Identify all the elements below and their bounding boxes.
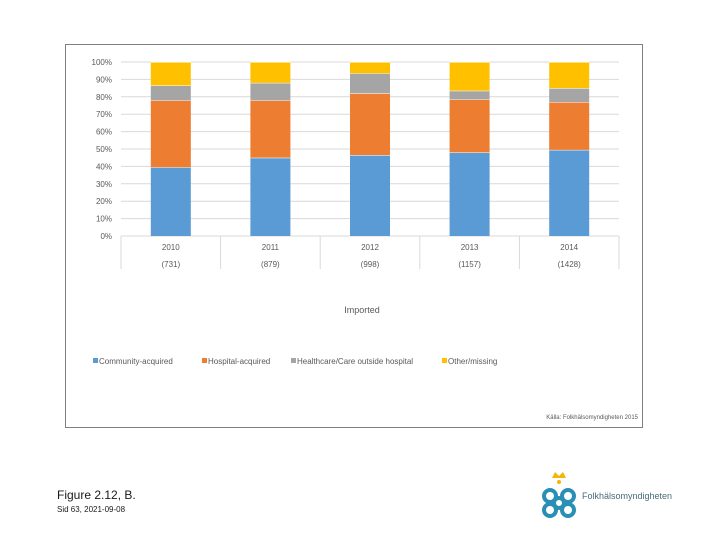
- y-tick-label: 40%: [96, 162, 112, 171]
- x-tick-label: 2010: [162, 243, 180, 252]
- legend-swatch: [202, 358, 207, 363]
- bar-segment: [549, 149, 590, 236]
- crown-icon: [552, 472, 566, 478]
- slide-date: Sid 63, 2021-09-08: [57, 505, 126, 514]
- bar-segment: [449, 152, 490, 236]
- y-tick-label: 70%: [96, 110, 112, 119]
- figure-caption: Figure 2.12, B.: [57, 488, 136, 502]
- bar-segment: [350, 73, 390, 94]
- bar-segment: [150, 85, 191, 101]
- y-tick-label: 10%: [96, 215, 112, 224]
- legend-label: Healthcare/Care outside hospital: [297, 357, 413, 366]
- logo-emblem-icon: [542, 472, 576, 518]
- y-tick-label: 60%: [96, 128, 112, 137]
- y-tick-label: 0%: [100, 232, 112, 241]
- y-tick-label: 100%: [92, 58, 112, 67]
- category-count-label: (998): [361, 260, 380, 269]
- bar-segment: [350, 155, 390, 236]
- legend-label: Hospital-acquired: [208, 357, 270, 366]
- category-count-label: (731): [161, 260, 180, 269]
- bar-segment: [449, 99, 490, 153]
- stacked-bar-chart: 0% 10% 20% 30% 40% 50% 60% 70% 80% 90% 100% 2010 (73…: [92, 58, 620, 366]
- x-tick-label: 2013: [461, 243, 479, 252]
- bar-segment: [250, 157, 291, 236]
- y-tick-label: 50%: [96, 145, 112, 154]
- x-axis-title: Imported: [344, 305, 380, 315]
- logo-wordmark: Folkhälsomyndigheten: [582, 491, 673, 501]
- bar-segment: [150, 62, 191, 86]
- bar-segment: [449, 62, 490, 91]
- chart-frame: 0% 10% 20% 30% 40% 50% 60% 70% 80% 90% 100% 2010 (73…: [65, 44, 643, 428]
- y-tick-label: 30%: [96, 180, 112, 189]
- bar-segment: [150, 100, 191, 168]
- bar-segment: [350, 93, 390, 156]
- bar-segment: [449, 90, 490, 100]
- y-tick-label: 80%: [96, 93, 112, 102]
- bar-segment: [549, 88, 590, 103]
- y-tick-label: 90%: [96, 75, 112, 84]
- legend-swatch: [442, 358, 447, 363]
- bar-segment: [250, 100, 291, 158]
- x-tick-label: 2012: [361, 243, 379, 252]
- category-count-label: (1428): [558, 260, 581, 269]
- source-credit: Källa: Folkhälsomyndigheten 2015: [546, 415, 638, 421]
- category-count-label: (1157): [458, 260, 481, 269]
- legend-swatch: [93, 358, 98, 363]
- bar-segment: [150, 167, 191, 236]
- folkhalsomyndigheten-logo: Folkhälsomyndigheten: [536, 470, 676, 520]
- bar-segment: [549, 62, 590, 89]
- x-tick-label: 2011: [262, 243, 280, 252]
- legend-label: Other/missing: [448, 357, 497, 366]
- y-tick-label: 20%: [96, 197, 112, 206]
- legend-label: Community-acquired: [99, 357, 173, 366]
- bar-segment: [250, 62, 291, 83]
- legend-swatch: [291, 358, 296, 363]
- category-count-label: (879): [261, 260, 280, 269]
- bar-segment: [549, 102, 590, 150]
- bar-segment: [250, 82, 291, 101]
- bar-segment: [350, 62, 390, 74]
- x-tick-label: 2014: [560, 243, 578, 252]
